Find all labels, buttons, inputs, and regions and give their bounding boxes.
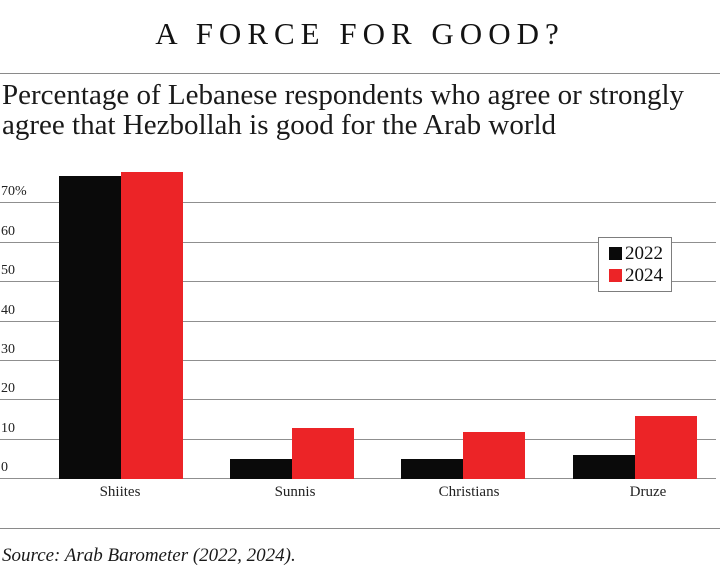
bar-2024-sunnis — [291, 427, 354, 479]
gridline-30 — [0, 359, 716, 361]
legend-label-2022: 2022 — [625, 243, 663, 264]
gridline-0 — [0, 478, 716, 479]
legend-label-2024: 2024 — [625, 265, 663, 286]
bar-2024-christians — [463, 431, 525, 479]
y-tick-label-0: 0 — [1, 460, 8, 475]
y-tick-label-40: 40 — [1, 302, 15, 318]
y-tick-label-20: 20 — [1, 381, 15, 397]
x-axis-label-shiites: Shiites — [99, 484, 141, 500]
x-axis-label-christians: Christians — [438, 484, 500, 500]
y-tick-label-10: 10 — [1, 420, 15, 436]
y-tick-label-60: 60 — [1, 223, 15, 239]
legend-swatch-2024 — [609, 269, 622, 282]
chart-subtitle: Percentage of Lebanese respondents who a… — [2, 79, 685, 141]
bar-chart-plot-area: 0 10 20 30 40 50 60 70% — [0, 164, 720, 479]
gridline-20 — [0, 399, 716, 401]
gridline-50 — [0, 281, 716, 283]
chart-title: A FORCE FOR GOOD? — [155, 16, 565, 51]
x-axis-label-sunnis: Sunnis — [274, 484, 316, 500]
y-tick-label-30: 30 — [1, 341, 15, 357]
y-tick-label-70: 70% — [1, 184, 27, 200]
legend-entry-2022: 2022 — [609, 244, 671, 263]
y-tick-label-50: 50 — [1, 263, 15, 279]
bar-2022-druze — [572, 455, 635, 479]
bar-2022-sunnis — [229, 459, 292, 479]
x-axis-labels: Shiites Sunnis Christians Druze — [0, 484, 720, 504]
legend-entry-2024: 2024 — [609, 266, 671, 285]
bar-2022-christians — [401, 459, 463, 479]
chart-legend: 2022 2024 — [598, 237, 672, 292]
gridline-40 — [0, 320, 716, 322]
legend-swatch-2022 — [609, 247, 622, 260]
gridline-10 — [0, 438, 716, 440]
source-note: Source: Arab Barometer (2022, 2024). — [2, 545, 296, 566]
top-divider-rule — [0, 73, 720, 74]
x-axis-label-druze: Druze — [629, 484, 667, 500]
gridline-60 — [0, 241, 716, 243]
bottom-divider-rule — [0, 528, 720, 529]
bar-2022-shiites — [58, 175, 121, 479]
gridline-70 — [0, 202, 716, 204]
bar-2024-druze — [634, 416, 697, 479]
bar-2024-shiites — [120, 171, 183, 479]
